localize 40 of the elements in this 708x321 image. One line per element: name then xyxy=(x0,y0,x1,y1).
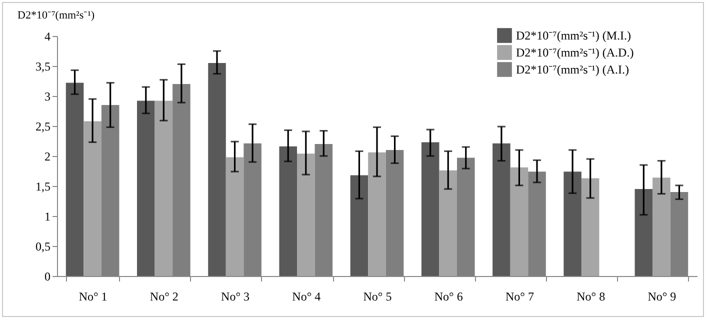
legend-label: D2*10⁻⁷(mm²s⁻¹) (A.I.) xyxy=(516,62,630,76)
bar xyxy=(652,178,670,276)
y-tick-label: 3,5 xyxy=(36,60,50,74)
x-tick-label: No° 8 xyxy=(576,290,606,304)
y-tick-label: 2,5 xyxy=(36,120,50,134)
bar xyxy=(634,189,653,276)
bar xyxy=(581,178,600,276)
bar xyxy=(154,100,173,276)
bar xyxy=(564,172,582,276)
x-tick-label: No° 9 xyxy=(648,290,676,304)
bar xyxy=(350,175,368,276)
y-tick-label: 0 xyxy=(44,270,50,284)
bar xyxy=(368,152,386,276)
y-tick-label: 0,5 xyxy=(36,240,50,254)
bar xyxy=(84,121,102,276)
y-tick-label: 1 xyxy=(44,210,50,224)
bar xyxy=(137,100,155,276)
x-tick-label: No° 5 xyxy=(363,290,392,304)
bar xyxy=(208,63,226,276)
x-tick-label: No° 2 xyxy=(150,290,178,304)
y-tick-label: 1,5 xyxy=(36,180,50,194)
x-tick-label: No° 7 xyxy=(505,290,534,304)
x-tick-label: No° 1 xyxy=(78,290,108,304)
y-axis-title: D2*10⁻⁷(mm²s⁻¹) xyxy=(18,10,95,22)
legend-label: D2*10⁻⁷(mm²s⁻¹) (A.D.) xyxy=(516,46,634,60)
x-tick-label: No° 3 xyxy=(221,290,250,304)
bar xyxy=(226,157,244,276)
bar xyxy=(421,142,440,276)
bar xyxy=(510,167,528,276)
y-tick-label: 3 xyxy=(44,90,50,104)
y-tick-label: 4 xyxy=(44,30,50,44)
x-tick-label: No° 4 xyxy=(292,290,321,304)
bar xyxy=(297,154,315,276)
bar xyxy=(279,146,297,276)
bar xyxy=(492,143,510,276)
bar xyxy=(439,170,457,276)
bar xyxy=(66,82,84,276)
legend-label: D2*10⁻⁷(mm²s⁻¹) (M.I.) xyxy=(516,28,632,42)
y-tick-label: 2 xyxy=(44,150,50,164)
x-tick-label: No° 6 xyxy=(434,290,463,304)
